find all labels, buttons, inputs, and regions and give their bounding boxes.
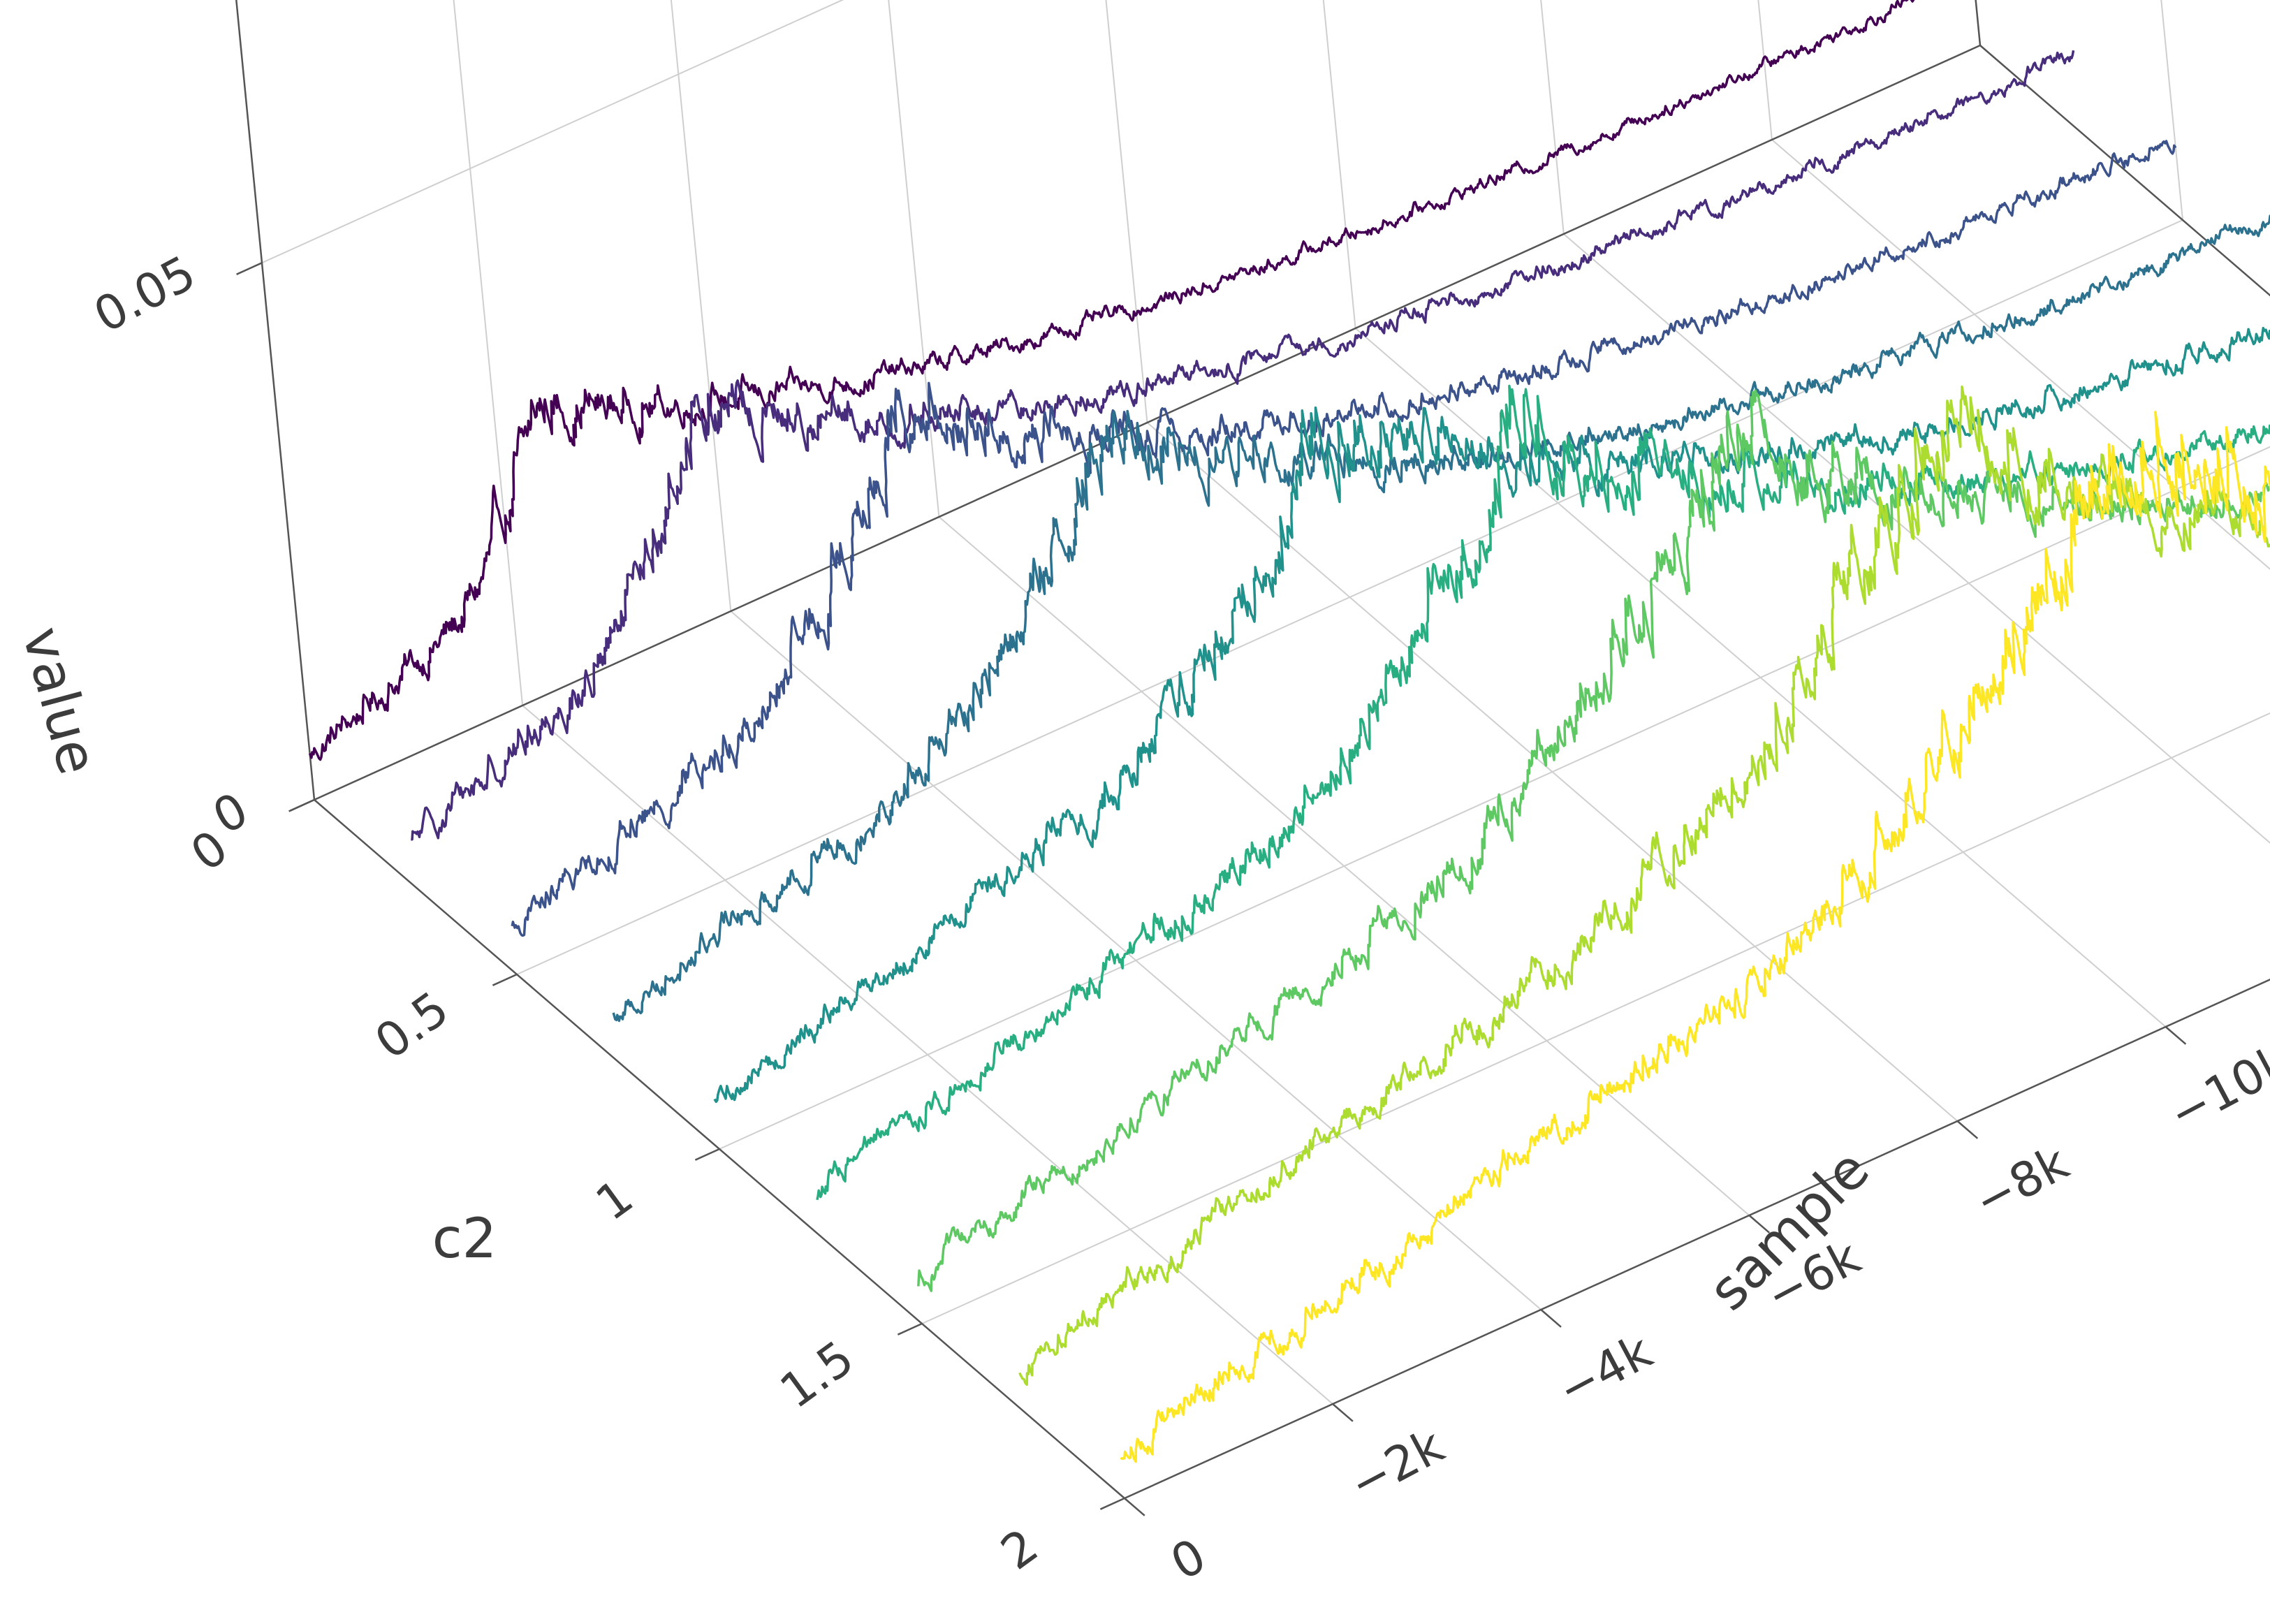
floor-grid-c2-4 <box>1124 979 2270 1499</box>
trace-c2-4 <box>713 326 2270 1104</box>
sample-axis-line <box>1124 978 2270 1500</box>
trace-c2-7 <box>1018 385 2270 1387</box>
floor-grid-c2-3 <box>921 712 2270 1324</box>
sample-tick-1 <box>1332 1403 1354 1422</box>
side-wall-grid-c2-0 <box>1975 0 1981 46</box>
trace-c2-8 <box>1120 411 2270 1463</box>
sample-tick-label-4: −8k <box>1965 1135 2078 1230</box>
trace-c2-3 <box>612 214 2270 1023</box>
value-axis-line <box>235 0 316 800</box>
trace-c2-0 <box>308 0 1915 761</box>
floor-wall-edge <box>314 44 1981 801</box>
value-tick-0 <box>288 798 315 812</box>
c2-tick-3 <box>897 1322 923 1336</box>
trace-c2-2 <box>511 140 2177 937</box>
c2-tick-label-4: 2 <box>991 1519 1048 1581</box>
back-wall-grid-sample-2 <box>670 0 732 612</box>
axis-layer <box>235 0 2270 1516</box>
back-wall-grid-sample-3 <box>888 0 940 518</box>
back-wall-grid-sample-4 <box>1105 0 1148 423</box>
value-tick-label-1: 0.05 <box>85 246 205 344</box>
c2-tick-4 <box>1099 1497 1125 1510</box>
sample-tick-0 <box>1124 1498 1145 1516</box>
back-wall-grid-sample-5 <box>1322 0 1356 329</box>
sample-tick-5 <box>2165 1026 2187 1045</box>
y-axis-title: c2 <box>432 1208 497 1271</box>
floor-grid-c2-1 <box>516 219 2183 975</box>
trace-c2-5 <box>816 384 2270 1201</box>
trace-c2-6 <box>917 389 2270 1292</box>
c2-tick-label-2: 1 <box>586 1169 643 1231</box>
back-wall-grid-sample-1 <box>453 0 524 706</box>
z-axis-title: value <box>10 621 109 781</box>
back-wall-grid-value-1 <box>261 0 844 264</box>
sample-tick-label-0: 0 <box>1162 1528 1215 1591</box>
c2-tick-label-1: 0.5 <box>365 981 459 1070</box>
sample-tick-4 <box>1956 1120 1979 1139</box>
back-wall-grid-sample-8 <box>1975 0 1981 46</box>
trace-layer <box>308 0 2270 1463</box>
c2-tick-1 <box>492 973 518 986</box>
side-wall-grid-c2-1 <box>2160 0 2183 221</box>
floor-grid-c2-2 <box>719 446 2270 1150</box>
sample-tick-3 <box>1748 1215 1771 1234</box>
floor-back-edge <box>1979 45 2270 297</box>
sample-tick-label-5: −10k <box>2160 1034 2270 1143</box>
c2-tick-2 <box>694 1148 720 1161</box>
trace-c2-1 <box>411 50 2075 841</box>
c2-tick-label-3: 1.5 <box>770 1331 864 1419</box>
floor-grid-sample-6 <box>1563 233 2270 844</box>
back-wall-grid-sample-6 <box>1540 0 1565 235</box>
sample-tick-label-2: −4k <box>1549 1324 1662 1419</box>
back-corner-line <box>1975 0 1982 46</box>
sample-tick-2 <box>1540 1309 1562 1328</box>
value-tick-1 <box>236 262 263 275</box>
sample-tick-label-1: −2k <box>1341 1418 1453 1513</box>
